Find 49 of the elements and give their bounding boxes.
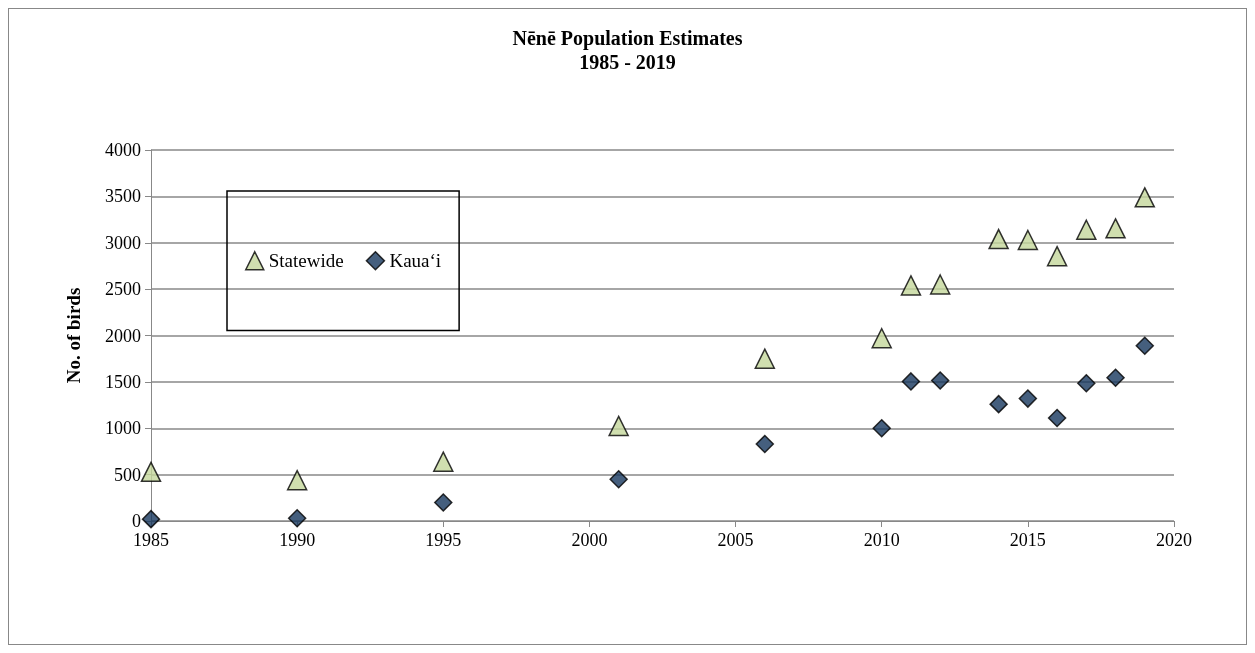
y-tick-label: 1500 <box>105 371 141 392</box>
y-tick-label: 2000 <box>105 325 141 346</box>
point <box>140 461 162 483</box>
point <box>1076 219 1097 241</box>
point <box>1134 187 1156 208</box>
point <box>287 508 307 528</box>
point <box>930 371 950 390</box>
x-tick-label: 2010 <box>863 530 900 550</box>
y-tick-label: 1000 <box>105 418 141 439</box>
x-tick-label: 2005 <box>717 530 754 550</box>
y-tick-label: 2500 <box>105 279 141 300</box>
point <box>1135 336 1155 355</box>
y-tick-label: 500 <box>114 464 141 485</box>
legend-label: Kaua‘i <box>389 250 442 272</box>
point <box>1077 374 1096 393</box>
y-axis-title: No. of birds <box>63 287 84 384</box>
point <box>900 275 922 296</box>
point <box>988 228 1009 250</box>
point <box>433 451 454 472</box>
point <box>1017 229 1039 251</box>
chart-title: Nēnē Population Estimates 1985 - 2019 <box>512 27 743 73</box>
x-tick-label: 1995 <box>425 530 462 550</box>
y-tick-label: 3500 <box>105 186 141 207</box>
point <box>989 394 1008 414</box>
point <box>1018 389 1038 408</box>
x-tick-label: 1990 <box>279 530 316 550</box>
x-tick-label: 2015 <box>1009 530 1046 550</box>
y-tick-label: 0 <box>132 511 141 531</box>
point <box>609 470 628 489</box>
point <box>755 434 775 454</box>
point <box>754 348 776 369</box>
point <box>1046 245 1068 267</box>
x-tick-label: 2020 <box>1156 530 1192 550</box>
point <box>608 415 629 437</box>
point <box>1105 218 1126 239</box>
point <box>872 419 891 438</box>
legend-label: Statewide <box>268 250 344 272</box>
x-tick-label: 2000 <box>571 530 608 550</box>
point <box>434 493 453 512</box>
point <box>929 274 951 295</box>
point <box>901 372 921 391</box>
point <box>871 328 892 349</box>
point <box>1047 408 1067 428</box>
x-tick-label: 1985 <box>133 530 169 550</box>
point <box>141 509 161 529</box>
y-tick-label: 3000 <box>105 232 141 253</box>
y-tick-label: 4000 <box>105 140 141 160</box>
point <box>286 469 308 491</box>
point <box>1106 368 1125 387</box>
